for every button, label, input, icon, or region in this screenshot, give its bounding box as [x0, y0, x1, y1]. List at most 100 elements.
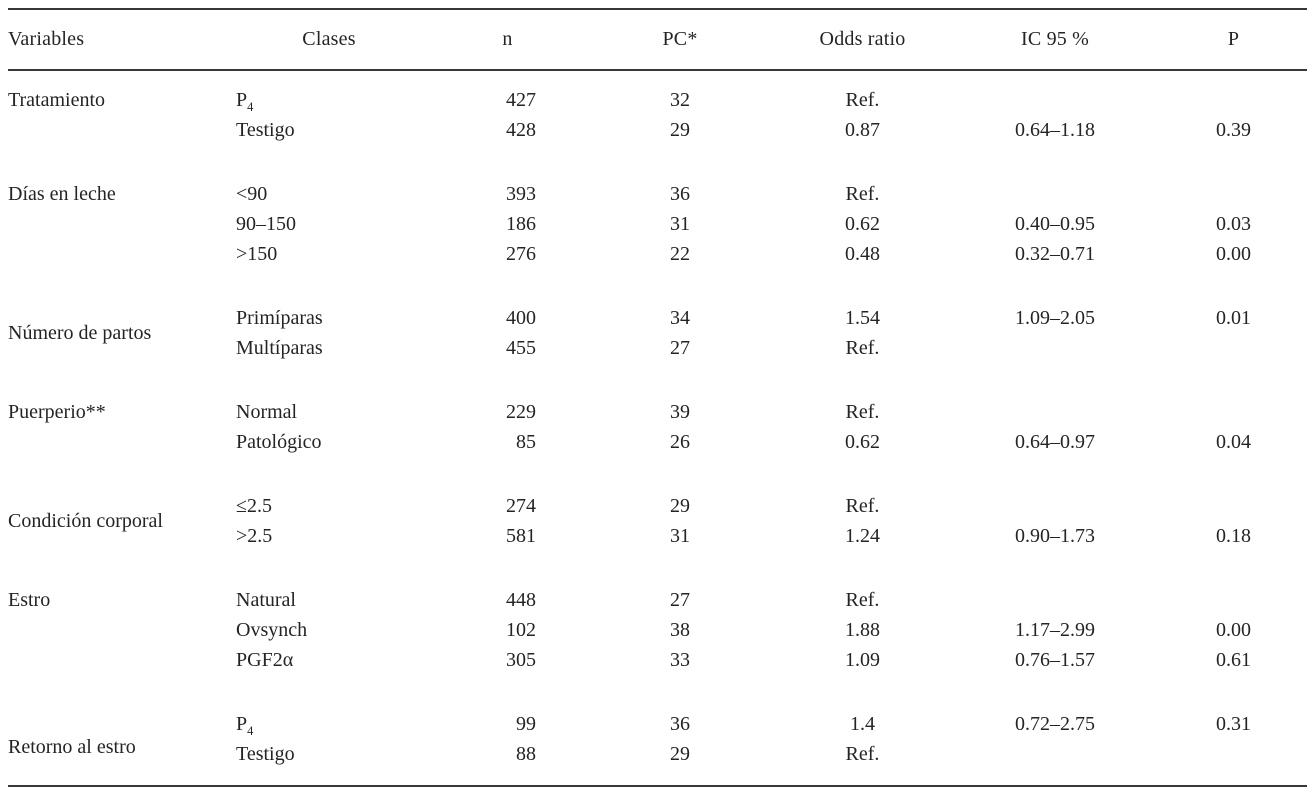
p-cell: 0.18 [1216, 525, 1251, 547]
clase-cell: P4 [236, 89, 254, 114]
p-cell [1160, 363, 1307, 427]
odds-ratio-cell: 0.62 [845, 431, 880, 453]
ic95-cell [950, 333, 1160, 363]
ic95-cell [950, 145, 1160, 209]
ic95-cell: 0.72–2.75 [1015, 713, 1095, 735]
odds-ratio-cell: Ref. [845, 337, 880, 359]
odds-ratio-cell: Ref. [845, 495, 880, 517]
clase-cell: Natural [236, 589, 296, 611]
p-cell: 0.00 [1216, 243, 1251, 265]
n-cell: 229 [506, 401, 536, 423]
p-cell [1160, 70, 1307, 115]
variable-group: Tratamiento P4 427 32 Ref. Testigo 428 29 0.87 0.… [8, 70, 1307, 145]
ic95-cell [950, 363, 1160, 427]
table-row: Retorno al estro P4 99 36 1.4 0.72–2.75 0.31 [8, 675, 1307, 758]
clase-cell: 90–150 [236, 213, 296, 235]
p-cell: 0.04 [1216, 431, 1251, 453]
n-cell: 186 [506, 213, 536, 235]
ic95-cell [950, 457, 1160, 521]
clase-cell: <90 [236, 183, 268, 205]
header-row: Variables Clases n PC* Odds ratio IC 95 … [8, 8, 1307, 71]
pc-cell: 32 [670, 89, 690, 111]
n-cell: 400 [506, 307, 536, 329]
n-cell: 88 [516, 743, 536, 765]
p-cell [1160, 145, 1307, 209]
p-cell: 0.31 [1216, 713, 1251, 735]
ic95-cell: 0.64–0.97 [1015, 431, 1095, 453]
table-row: >2.5 581 31 1.24 0.90–1.73 0.18 [8, 521, 1307, 551]
pc-cell: 39 [670, 401, 690, 423]
odds-ratio-cell: 1.09 [845, 649, 880, 671]
odds-ratio-cell: 0.48 [845, 243, 880, 265]
n-cell: 581 [506, 525, 536, 547]
table-row: 90–150 186 31 0.62 0.40–0.95 0.03 [8, 209, 1307, 239]
n-cell: 428 [506, 119, 536, 141]
n-cell: 99 [516, 713, 536, 735]
table-row: Estro Natural 448 27 Ref. [8, 551, 1307, 615]
ic95-cell: 0.90–1.73 [1015, 525, 1095, 547]
clase-cell: Ovsynch [236, 619, 308, 641]
odds-ratio-cell: Ref. [845, 401, 880, 423]
n-cell: 276 [506, 243, 536, 265]
header-ic95: IC 95 % [950, 8, 1160, 71]
clase-cell: Patológico [236, 431, 322, 453]
variable-group: Días en leche <90 393 36 Ref. 90–150 186 31 0.62… [8, 145, 1307, 269]
pc-cell: 33 [670, 649, 690, 671]
ic95-cell: 0.32–0.71 [1015, 243, 1095, 265]
header-clases: Clases [228, 8, 430, 71]
odds-ratio-cell: Ref. [845, 183, 880, 205]
n-cell: 274 [506, 495, 536, 517]
table-row: Multíparas 455 27 Ref. [8, 333, 1307, 363]
header-odds-ratio: Odds ratio [775, 8, 950, 71]
p-cell [1160, 551, 1307, 615]
clase-cell: P4 [236, 713, 254, 738]
n-cell: 448 [506, 589, 536, 611]
ic95-cell [950, 739, 1160, 786]
pc-cell: 31 [670, 213, 690, 235]
pc-cell: 29 [670, 495, 690, 517]
variable-group: Condición corporal ≤2.5 274 29 Ref. >2.5 581 31… [8, 457, 1307, 551]
n-cell: 455 [506, 337, 536, 359]
clase-cell: >150 [236, 243, 278, 265]
pc-cell: 22 [670, 243, 690, 265]
odds-ratio-cell: 1.54 [845, 307, 880, 329]
ic95-cell [950, 70, 1160, 115]
header-variables: Variables [8, 8, 228, 71]
pc-cell: 27 [670, 337, 690, 359]
variable-group: Retorno al estro P4 99 36 1.4 0.72–2.75 0.31 Te… [8, 675, 1307, 786]
odds-ratio-cell: 1.24 [845, 525, 880, 547]
pc-cell: 29 [670, 119, 690, 141]
clase-cell: Multíparas [236, 337, 323, 359]
clase-cell: Testigo [236, 119, 295, 141]
pc-cell: 34 [670, 307, 690, 329]
ic95-cell: 0.64–1.18 [1015, 119, 1095, 141]
p-cell [1160, 457, 1307, 521]
variable-label: Puerperio** [8, 401, 106, 423]
table-row: PGF2α 305 33 1.09 0.76–1.57 0.61 [8, 645, 1307, 675]
table-row: Días en leche <90 393 36 Ref. [8, 145, 1307, 209]
p-cell [1160, 333, 1307, 363]
table-header: Variables Clases n PC* Odds ratio IC 95 … [8, 8, 1307, 71]
odds-ratio-table: Variables Clases n PC* Odds ratio IC 95 … [8, 8, 1307, 787]
p-cell: 0.39 [1216, 119, 1251, 141]
variable-group: Puerperio** Normal 229 39 Ref. Patológico 85 26… [8, 363, 1307, 457]
odds-ratio-cell: 0.62 [845, 213, 880, 235]
pc-cell: 38 [670, 619, 690, 641]
n-cell: 102 [506, 619, 536, 641]
variable-label: Número de partos [8, 322, 152, 344]
variable-label: Estro [8, 589, 51, 611]
ic95-cell [950, 551, 1160, 615]
variable-label: Condición corporal [8, 510, 163, 532]
p-cell [1160, 739, 1307, 786]
variable-group: Estro Natural 448 27 Ref. Ovsynch 102 38 1.88 1.1… [8, 551, 1307, 675]
n-cell: 427 [506, 89, 536, 111]
p-cell: 0.00 [1216, 619, 1251, 641]
odds-ratio-cell: 1.88 [845, 619, 880, 641]
table-row: Tratamiento P4 427 32 Ref. [8, 70, 1307, 115]
odds-ratio-cell: Ref. [845, 743, 880, 765]
pc-cell: 36 [670, 713, 690, 735]
clase-cell: Normal [236, 401, 298, 423]
p-cell: 0.03 [1216, 213, 1251, 235]
odds-ratio-cell: 0.87 [845, 119, 880, 141]
